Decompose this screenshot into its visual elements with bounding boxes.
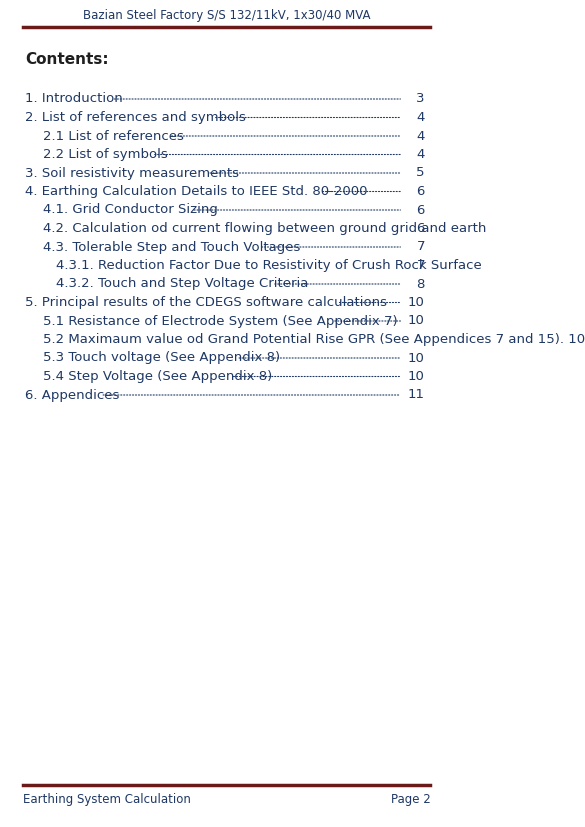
Text: 6. Appendices: 6. Appendices [25,389,119,401]
Text: 7: 7 [417,259,425,272]
Text: 5.3 Touch voltage (See Appendix 8): 5.3 Touch voltage (See Appendix 8) [43,351,280,365]
Text: 6: 6 [417,185,425,198]
Text: 4: 4 [417,148,425,161]
Text: 4. Earthing Calculation Details to IEEE Std. 80-2000: 4. Earthing Calculation Details to IEEE … [25,185,367,198]
Text: 2.2 List of symbols: 2.2 List of symbols [43,148,167,161]
Text: 5: 5 [417,166,425,179]
Text: 4.3. Tolerable Step and Touch Voltages: 4.3. Tolerable Step and Touch Voltages [43,241,300,254]
Text: Page 2: Page 2 [391,792,431,805]
Text: 4.2. Calculation od current flowing between ground grid and earth: 4.2. Calculation od current flowing betw… [43,222,486,235]
Text: 1. Introduction: 1. Introduction [25,93,123,106]
Text: Bazian Steel Factory S/S 132/11kV, 1x30/40 MVA: Bazian Steel Factory S/S 132/11kV, 1x30/… [83,8,370,22]
Text: 10: 10 [408,296,425,309]
Text: 10: 10 [408,370,425,383]
Text: 4: 4 [417,111,425,124]
Text: 4.1. Grid Conductor Sizing: 4.1. Grid Conductor Sizing [43,203,218,217]
Text: 8: 8 [417,278,425,290]
Text: 10: 10 [408,351,425,365]
Text: 4.3.1. Reduction Factor Due to Resistivity of Crush Rock Surface: 4.3.1. Reduction Factor Due to Resistivi… [56,259,481,272]
Text: 4: 4 [417,130,425,142]
Text: 4.3.2. Touch and Step Voltage Criteria: 4.3.2. Touch and Step Voltage Criteria [56,278,308,290]
Text: Earthing System Calculation: Earthing System Calculation [23,792,191,805]
Text: Contents:: Contents: [25,51,108,66]
Text: 5. Principal results of the CDEGS software calculations: 5. Principal results of the CDEGS softwa… [25,296,387,309]
Text: 3. Soil resistivity measurements: 3. Soil resistivity measurements [25,166,239,179]
Text: 6: 6 [417,222,425,235]
Text: 5.4 Step Voltage (See Appendix 8): 5.4 Step Voltage (See Appendix 8) [43,370,272,383]
Text: 2.1 List of references: 2.1 List of references [43,130,184,142]
Text: 11: 11 [408,389,425,401]
Text: 5.1 Resistance of Electrode System (See Appendix 7): 5.1 Resistance of Electrode System (See … [43,314,397,327]
Text: 5.2 Maximaum value od Grand Potential Rise GPR (See Appendices 7 and 15). 10: 5.2 Maximaum value od Grand Potential Ri… [43,333,585,346]
Text: 6: 6 [417,203,425,217]
Text: 3: 3 [417,93,425,106]
Text: 2. List of references and symbols: 2. List of references and symbols [25,111,246,124]
Text: 10: 10 [408,314,425,327]
Text: 7: 7 [417,241,425,254]
